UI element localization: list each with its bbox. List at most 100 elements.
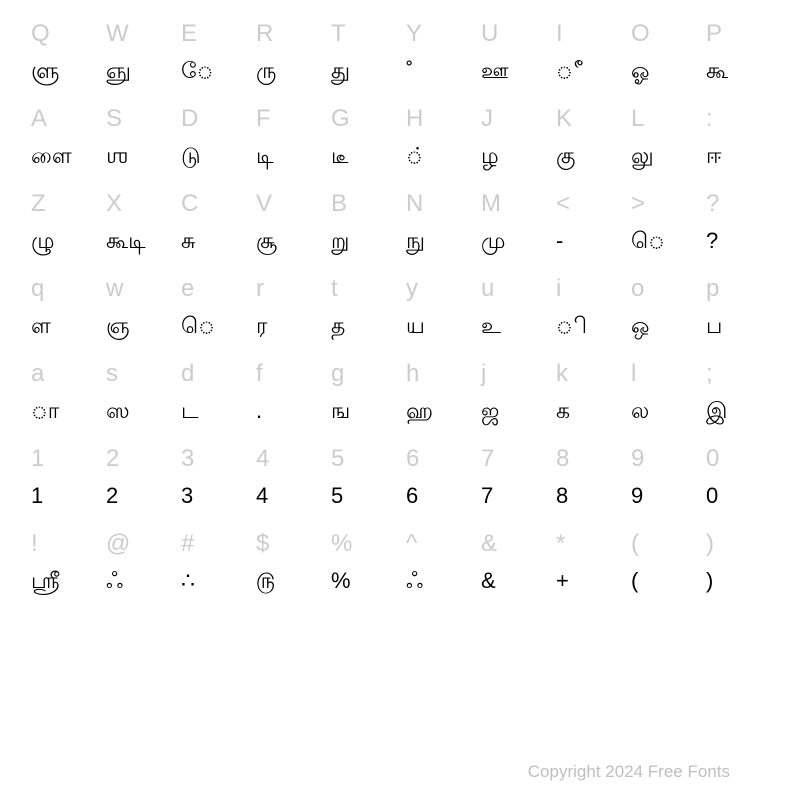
glyph: சூ [256,230,277,252]
key-label: O [631,22,650,46]
key-label: M [481,192,501,216]
charmap-cell: * + [550,532,625,617]
glyph: 1 [31,485,43,507]
charmap-cell: A ளை [25,107,100,192]
glyph: ெ [181,315,215,337]
glyph: ஶ [106,145,129,167]
key-label: 1 [31,447,44,471]
glyph: ˚ [406,60,413,82]
charmap-cell: l ல [625,362,700,447]
key-label: & [481,532,497,556]
key-label: w [106,277,123,301]
key-label: ( [631,532,639,556]
glyph: 0 [706,485,718,507]
glyph: ள [31,315,51,337]
glyph: ஃ [106,570,123,592]
glyph: ீ [556,60,585,82]
glyph: 6 [406,485,418,507]
glyph: கூ [706,60,728,82]
charmap-cell: 5 5 [325,447,400,532]
key-label: E [181,22,197,46]
glyph: ரு [256,60,276,82]
charmap-cell: g ங [325,362,400,447]
glyph: 5 [331,485,343,507]
charmap-cell: < - [550,192,625,277]
key-label: 3 [181,447,194,471]
charmap-cell: > ெ [625,192,700,277]
glyph: ஸ [106,400,130,422]
charmap-cell: # ∴ [175,532,250,617]
glyph: ழு [31,230,55,252]
glyph: ) [706,570,713,592]
charmap-cell: V சூ [250,192,325,277]
glyph: ஓ [631,60,649,82]
key-label: G [331,107,350,131]
key-label: @ [106,532,130,556]
key-label: $ [256,532,269,556]
glyph: ஸ்ரீ [31,570,60,592]
glyph: . [256,400,262,422]
glyph: ஈ [706,145,722,167]
glyph: & [481,570,496,592]
glyph: ் [406,145,425,167]
charmap-cell: Z ழு [25,192,100,277]
glyph: க [556,400,570,422]
charmap-cell: I ீ [550,22,625,107]
charmap-cell: i ி [550,277,625,362]
key-label: K [556,107,572,131]
glyph: லு [631,145,654,167]
key-label: R [256,22,273,46]
key-label: t [331,277,338,301]
key-label: T [331,22,346,46]
charmap-cell: ? ? [700,192,775,277]
charmap-cell: 6 6 [400,447,475,532]
charmap-cell: D டு [175,107,250,192]
key-label: S [106,107,122,131]
charmap-cell: C சு [175,192,250,277]
charmap-cell: t த [325,277,400,362]
glyph: ளு [31,60,59,82]
key-label: J [481,107,493,131]
glyph: ( [631,570,638,592]
charmap-cell: L லு [625,107,700,192]
charmap-cell: E ே [175,22,250,107]
key-label: C [181,192,198,216]
glyph: டு [181,145,201,167]
key-label: < [556,192,570,216]
key-label: W [106,22,129,46]
key-label: V [256,192,272,216]
key-label: q [31,277,44,301]
key-label: s [106,362,118,386]
charmap-cell: B று [325,192,400,277]
key-label: B [331,192,347,216]
charmap-cell: h ஹ [400,362,475,447]
charmap-cell: J ழ [475,107,550,192]
key-label: j [481,362,486,386]
charmap-cell: y ய [400,277,475,362]
charmap-cell: 2 2 [100,447,175,532]
glyph: ஞு [106,60,131,82]
charmap-cell: $ ௫ [250,532,325,617]
key-label: l [631,362,636,386]
glyph: ஹ [406,400,433,422]
key-label: U [481,22,498,46]
character-map-grid: Q ளு W ஞு E ே R ரு T து Y ˚ U ஊ I ீ O ஓ … [25,22,775,617]
charmap-cell: 0 0 [700,447,775,532]
charmap-cell: d ட [175,362,250,447]
key-label: 9 [631,447,644,471]
charmap-cell: j ஜ [475,362,550,447]
glyph: 2 [106,485,118,507]
glyph: டீ [331,145,349,167]
glyph: ெ [631,230,665,252]
glyph: ழ [481,145,499,167]
charmap-cell: 3 3 [175,447,250,532]
key-label: 7 [481,447,494,471]
glyph: ட [181,400,199,422]
charmap-cell: U ஊ [475,22,550,107]
charmap-cell: s ஸ [100,362,175,447]
key-label: F [256,107,271,131]
glyph: று [331,230,349,252]
key-label: u [481,277,494,301]
key-label: ) [706,532,714,556]
key-label: * [556,532,565,556]
